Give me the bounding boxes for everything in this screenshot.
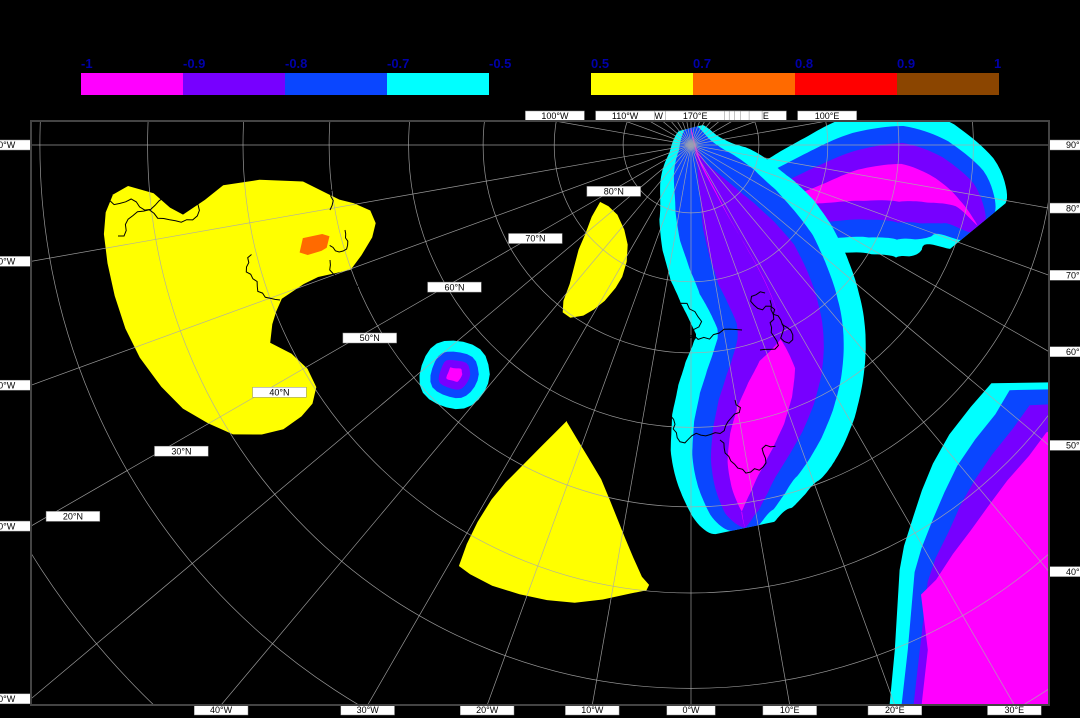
svg-text:30°N: 30°N	[171, 446, 191, 456]
svg-text:-0.7: -0.7	[387, 56, 409, 71]
svg-text:80°W: 80°W	[0, 257, 16, 267]
svg-text:60°E: 60°E	[1066, 347, 1080, 357]
svg-text:-0.9: -0.9	[183, 56, 205, 71]
svg-text:70°N: 70°N	[525, 234, 545, 244]
svg-text:-0.5: -0.5	[489, 56, 511, 71]
svg-text:80°N: 80°N	[604, 187, 624, 197]
svg-text:60°W: 60°W	[0, 521, 16, 531]
svg-text:70°E: 70°E	[1066, 271, 1080, 281]
svg-text:30°W: 30°W	[357, 705, 380, 715]
svg-text:-0.8: -0.8	[285, 56, 307, 71]
svg-text:110°W: 110°W	[612, 111, 639, 121]
svg-text:50°W: 50°W	[0, 694, 16, 704]
svg-text:50°N: 50°N	[360, 333, 380, 343]
svg-text:50°E: 50°E	[1066, 441, 1080, 451]
svg-text:60°N: 60°N	[444, 282, 464, 292]
svg-text:10°E: 10°E	[780, 705, 800, 715]
svg-text:0.5: 0.5	[591, 56, 609, 71]
svg-text:40°N: 40°N	[269, 388, 289, 398]
svg-text:80°E: 80°E	[1066, 203, 1080, 213]
svg-text:20°E: 20°E	[885, 705, 905, 715]
svg-text:40°W: 40°W	[210, 705, 233, 715]
svg-text:90°W: 90°W	[0, 140, 16, 150]
svg-text:0.7: 0.7	[693, 56, 711, 71]
svg-text:100°E: 100°E	[815, 111, 840, 121]
svg-text:0.8: 0.8	[795, 56, 813, 71]
svg-text:10°W: 10°W	[581, 705, 604, 715]
svg-text:20°W: 20°W	[476, 705, 499, 715]
svg-text:90°E: 90°E	[1066, 140, 1080, 150]
svg-text:-1: -1	[81, 56, 93, 71]
svg-text:0°W: 0°W	[682, 705, 700, 715]
svg-text:30°E: 30°E	[1004, 705, 1024, 715]
svg-text:170°E: 170°E	[683, 111, 708, 121]
svg-text:70°W: 70°W	[0, 380, 16, 390]
svg-text:40°E: 40°E	[1066, 567, 1080, 577]
svg-text:100°W: 100°W	[541, 111, 569, 121]
svg-text:0.9: 0.9	[897, 56, 915, 71]
svg-text:1: 1	[994, 56, 1001, 71]
svg-text:20°N: 20°N	[63, 512, 83, 522]
